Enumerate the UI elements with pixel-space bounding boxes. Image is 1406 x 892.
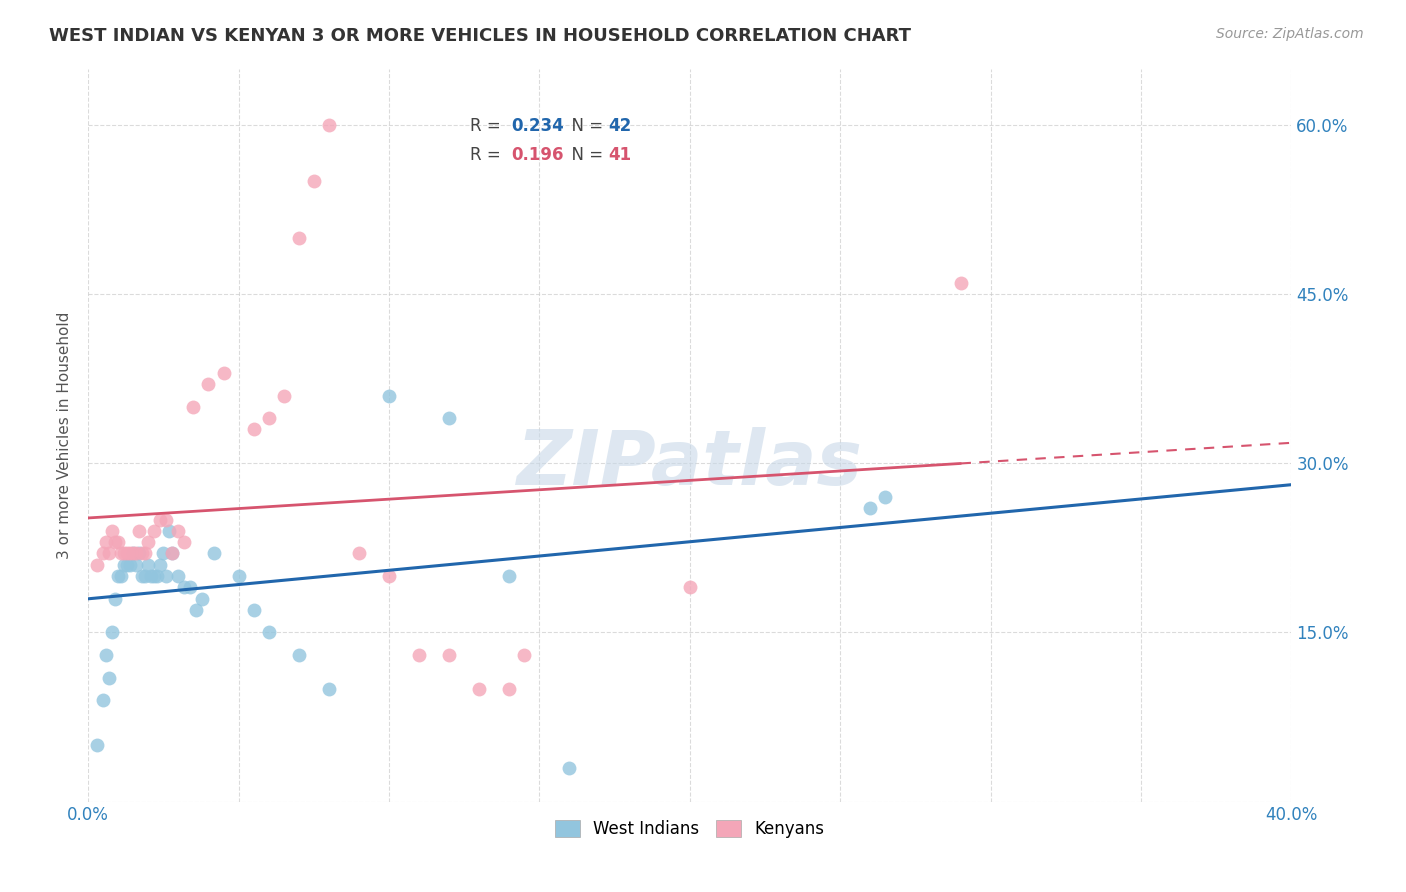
- Text: 0.234: 0.234: [512, 117, 564, 135]
- Point: [143, 524, 166, 538]
- Point: [134, 546, 156, 560]
- Text: ZIPatlas: ZIPatlas: [517, 427, 863, 501]
- Point: [183, 400, 205, 414]
- Point: [162, 546, 184, 560]
- Point: [134, 569, 156, 583]
- Point: [949, 276, 972, 290]
- Point: [131, 569, 153, 583]
- Text: Source: ZipAtlas.com: Source: ZipAtlas.com: [1216, 27, 1364, 41]
- Point: [212, 366, 235, 380]
- Point: [287, 648, 309, 662]
- Point: [242, 422, 264, 436]
- Point: [437, 648, 460, 662]
- Point: [91, 546, 114, 560]
- Point: [257, 411, 280, 425]
- Point: [146, 569, 169, 583]
- Point: [179, 580, 201, 594]
- Point: [242, 603, 264, 617]
- Point: [101, 625, 124, 640]
- Point: [112, 546, 135, 560]
- Text: N =: N =: [561, 146, 609, 164]
- Point: [86, 558, 108, 572]
- Point: [197, 377, 219, 392]
- Point: [125, 546, 148, 560]
- Point: [155, 513, 177, 527]
- Point: [162, 546, 184, 560]
- Point: [378, 569, 401, 583]
- Point: [136, 535, 159, 549]
- Point: [120, 558, 142, 572]
- Point: [117, 546, 139, 560]
- Point: [228, 569, 250, 583]
- Point: [101, 524, 124, 538]
- Point: [98, 546, 121, 560]
- Point: [98, 671, 121, 685]
- Point: [173, 535, 195, 549]
- Text: R =: R =: [470, 146, 506, 164]
- Point: [875, 490, 897, 504]
- Point: [302, 174, 325, 188]
- Point: [155, 569, 177, 583]
- Point: [112, 558, 135, 572]
- Point: [122, 546, 145, 560]
- Text: N =: N =: [561, 117, 609, 135]
- Point: [152, 546, 174, 560]
- Point: [318, 681, 340, 696]
- Point: [96, 535, 118, 549]
- Legend: West Indians, Kenyans: West Indians, Kenyans: [548, 813, 831, 845]
- Point: [128, 546, 150, 560]
- Point: [287, 230, 309, 244]
- Point: [143, 569, 166, 583]
- Point: [157, 524, 180, 538]
- Point: [408, 648, 430, 662]
- Point: [117, 558, 139, 572]
- Point: [167, 569, 190, 583]
- Point: [104, 535, 127, 549]
- Point: [318, 118, 340, 132]
- Text: 42: 42: [607, 117, 631, 135]
- Point: [679, 580, 702, 594]
- Text: 0.196: 0.196: [512, 146, 564, 164]
- Point: [859, 501, 882, 516]
- Point: [149, 513, 172, 527]
- Point: [110, 546, 132, 560]
- Text: WEST INDIAN VS KENYAN 3 OR MORE VEHICLES IN HOUSEHOLD CORRELATION CHART: WEST INDIAN VS KENYAN 3 OR MORE VEHICLES…: [49, 27, 911, 45]
- Point: [122, 546, 145, 560]
- Text: R =: R =: [470, 117, 506, 135]
- Point: [191, 591, 214, 606]
- Point: [558, 761, 581, 775]
- Point: [110, 569, 132, 583]
- Point: [498, 681, 520, 696]
- Point: [131, 546, 153, 560]
- Point: [96, 648, 118, 662]
- Point: [128, 524, 150, 538]
- Point: [120, 546, 142, 560]
- Point: [498, 569, 520, 583]
- Point: [347, 546, 370, 560]
- Point: [273, 388, 295, 402]
- Point: [91, 693, 114, 707]
- Point: [186, 603, 208, 617]
- Point: [468, 681, 491, 696]
- Point: [173, 580, 195, 594]
- Point: [86, 738, 108, 752]
- Point: [136, 558, 159, 572]
- Y-axis label: 3 or more Vehicles in Household: 3 or more Vehicles in Household: [58, 311, 72, 558]
- Point: [437, 411, 460, 425]
- Point: [107, 569, 129, 583]
- Point: [125, 558, 148, 572]
- Point: [141, 569, 163, 583]
- Point: [107, 535, 129, 549]
- Point: [257, 625, 280, 640]
- Point: [167, 524, 190, 538]
- Point: [104, 591, 127, 606]
- Text: 41: 41: [607, 146, 631, 164]
- Point: [378, 388, 401, 402]
- Point: [149, 558, 172, 572]
- Point: [513, 648, 536, 662]
- Point: [204, 546, 226, 560]
